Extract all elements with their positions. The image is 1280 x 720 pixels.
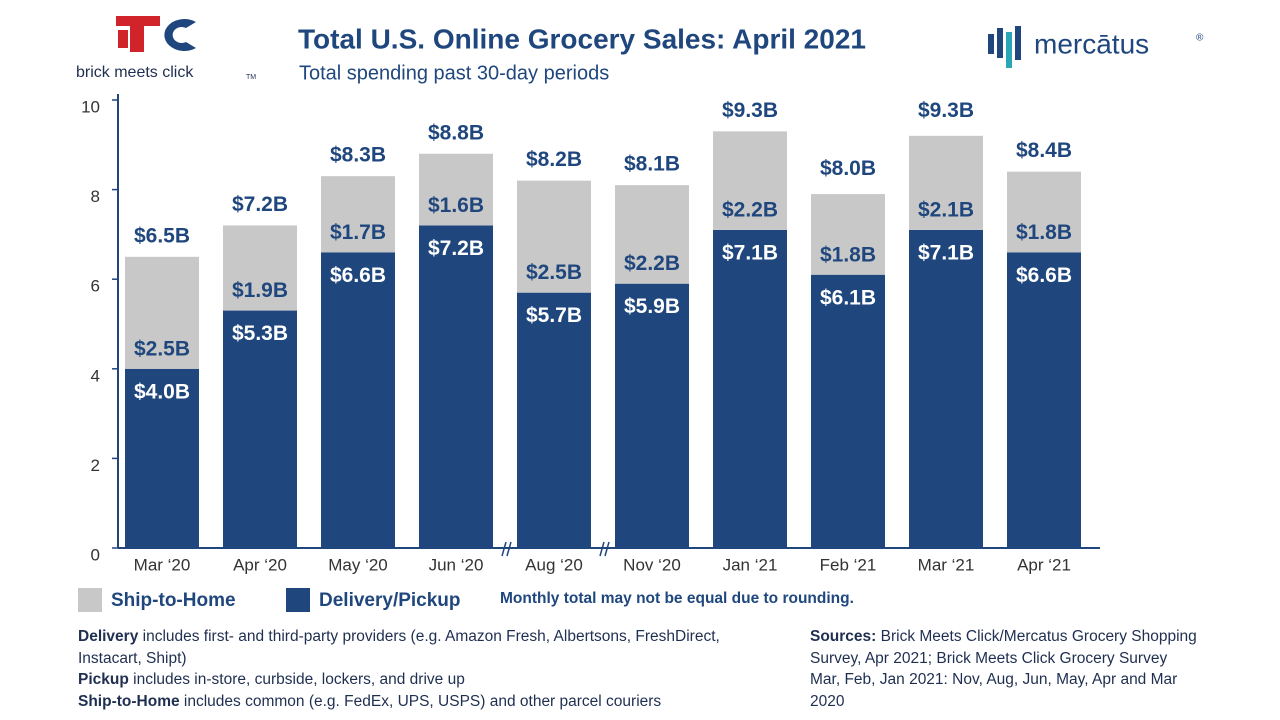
total-label: $8.0B <box>820 157 876 180</box>
value-label: $2.1B <box>918 198 974 221</box>
logo-right: mercātus <box>1034 28 1149 59</box>
value-label: $4.0B <box>134 380 190 403</box>
total-label: $8.3B <box>330 144 386 167</box>
value-label: $1.6B <box>428 194 484 217</box>
logo-left-icon <box>116 16 196 52</box>
footnotes: Delivery includes first- and third-party… <box>78 626 778 712</box>
bar-segment <box>321 252 395 548</box>
axis-break <box>599 541 605 557</box>
legend-swatch <box>286 588 310 612</box>
y-tick-label: 10 <box>81 97 100 116</box>
value-label: $1.8B <box>1016 221 1072 244</box>
value-label: $2.2B <box>722 198 778 221</box>
bar-segment <box>1007 252 1081 548</box>
legend-label: Delivery/Pickup <box>319 590 461 611</box>
total-label: $9.3B <box>918 99 974 122</box>
y-tick-label: 6 <box>91 277 100 296</box>
chart-subtitle: Total spending past 30-day periods <box>299 62 609 84</box>
bar-segment <box>125 256 199 369</box>
sources-term: Sources: <box>810 628 877 645</box>
x-tick-label: Feb ‘21 <box>820 555 877 574</box>
bar-segment <box>419 225 493 548</box>
bar-segment <box>713 131 787 230</box>
bar-segment <box>517 180 591 293</box>
y-tick-label: 4 <box>91 366 100 385</box>
footnote-text: includes common (e.g. FedEx, UPS, USPS) … <box>179 692 662 710</box>
value-label: $5.3B <box>232 322 288 345</box>
footnote: Delivery includes first- and third-party… <box>78 626 778 669</box>
bar-segment <box>811 274 885 548</box>
bar-segment <box>811 194 885 275</box>
value-label: $1.9B <box>232 279 288 302</box>
value-label: $6.6B <box>1016 264 1072 287</box>
bar-segment <box>615 283 689 548</box>
value-label: $5.9B <box>624 295 680 318</box>
value-label: $7.1B <box>918 241 974 264</box>
bar-segment <box>713 229 787 549</box>
sources-text: Brick Meets Click/Mercatus Grocery Shopp… <box>810 628 1197 710</box>
footnote-term: Pickup <box>78 671 129 688</box>
x-tick-label: Apr ‘21 <box>1017 555 1071 574</box>
total-label: $6.5B <box>134 224 190 247</box>
footnote: Ship-to-Home includes common (e.g. FedEx… <box>78 691 778 713</box>
footnote: Pickup includes in-store, curbside, lock… <box>78 669 778 691</box>
logo-right-mark: ® <box>1196 33 1204 44</box>
legend-label: Ship-to-Home <box>111 590 236 611</box>
x-tick-label: Nov ‘20 <box>623 555 681 574</box>
total-label: $8.8B <box>428 121 484 144</box>
axis-break <box>506 541 512 557</box>
y-tick-label: 2 <box>91 456 100 475</box>
x-tick-label: May ‘20 <box>328 555 388 574</box>
x-tick-label: Mar ‘20 <box>134 555 191 574</box>
total-label: $8.4B <box>1016 139 1072 162</box>
bar-segment <box>517 292 591 548</box>
value-label: $6.6B <box>330 264 386 287</box>
legend-swatch <box>78 588 102 612</box>
logo-right-icon <box>988 26 1021 68</box>
total-label: $7.2B <box>232 193 288 216</box>
bar-segment <box>321 176 395 253</box>
value-label: $2.2B <box>624 252 680 275</box>
bar-segment <box>419 153 493 226</box>
value-label: $7.2B <box>428 237 484 260</box>
y-tick-label: 0 <box>91 545 100 564</box>
bar-segment <box>125 368 199 548</box>
x-tick-label: Jan ‘21 <box>723 555 778 574</box>
footnote-term: Delivery <box>78 628 139 645</box>
x-tick-label: Aug ‘20 <box>525 555 583 574</box>
chart-note: Monthly total may not be equal due to ro… <box>500 590 854 607</box>
value-label: $5.7B <box>526 304 582 327</box>
footnote-term: Ship-to-Home <box>78 692 180 710</box>
sources: Sources: Brick Meets Click/Mercatus Groc… <box>810 626 1200 712</box>
value-label: $6.1B <box>820 286 876 309</box>
y-tick-label: 8 <box>91 187 100 206</box>
logo-left: brick meets click <box>76 64 194 81</box>
chart-title: Total U.S. Online Grocery Sales: April 2… <box>298 23 866 54</box>
total-label: $8.1B <box>624 153 680 176</box>
x-tick-label: Mar ‘21 <box>918 555 975 574</box>
bar-segment <box>909 135 983 230</box>
logo-left-mark: TM <box>246 74 256 81</box>
footnote-text: includes in-store, curbside, lockers, an… <box>128 671 465 688</box>
bar-segment <box>223 225 297 311</box>
value-label: $2.5B <box>134 337 190 360</box>
value-label: $2.5B <box>526 261 582 284</box>
value-label: $7.1B <box>722 241 778 264</box>
x-tick-label: Apr ‘20 <box>233 555 287 574</box>
bar-segment <box>1007 171 1081 253</box>
value-label: $1.8B <box>820 243 876 266</box>
bar-segment <box>223 310 297 548</box>
axis-break <box>501 541 507 557</box>
bar-segment <box>615 185 689 284</box>
value-label: $1.7B <box>330 221 386 244</box>
footnote-text: includes first- and third-party provider… <box>78 628 720 667</box>
total-label: $8.2B <box>526 148 582 171</box>
bar-segment <box>909 229 983 549</box>
total-label: $9.3B <box>722 99 778 122</box>
x-tick-label: Jun ‘20 <box>429 555 484 574</box>
axis-break <box>604 541 610 557</box>
